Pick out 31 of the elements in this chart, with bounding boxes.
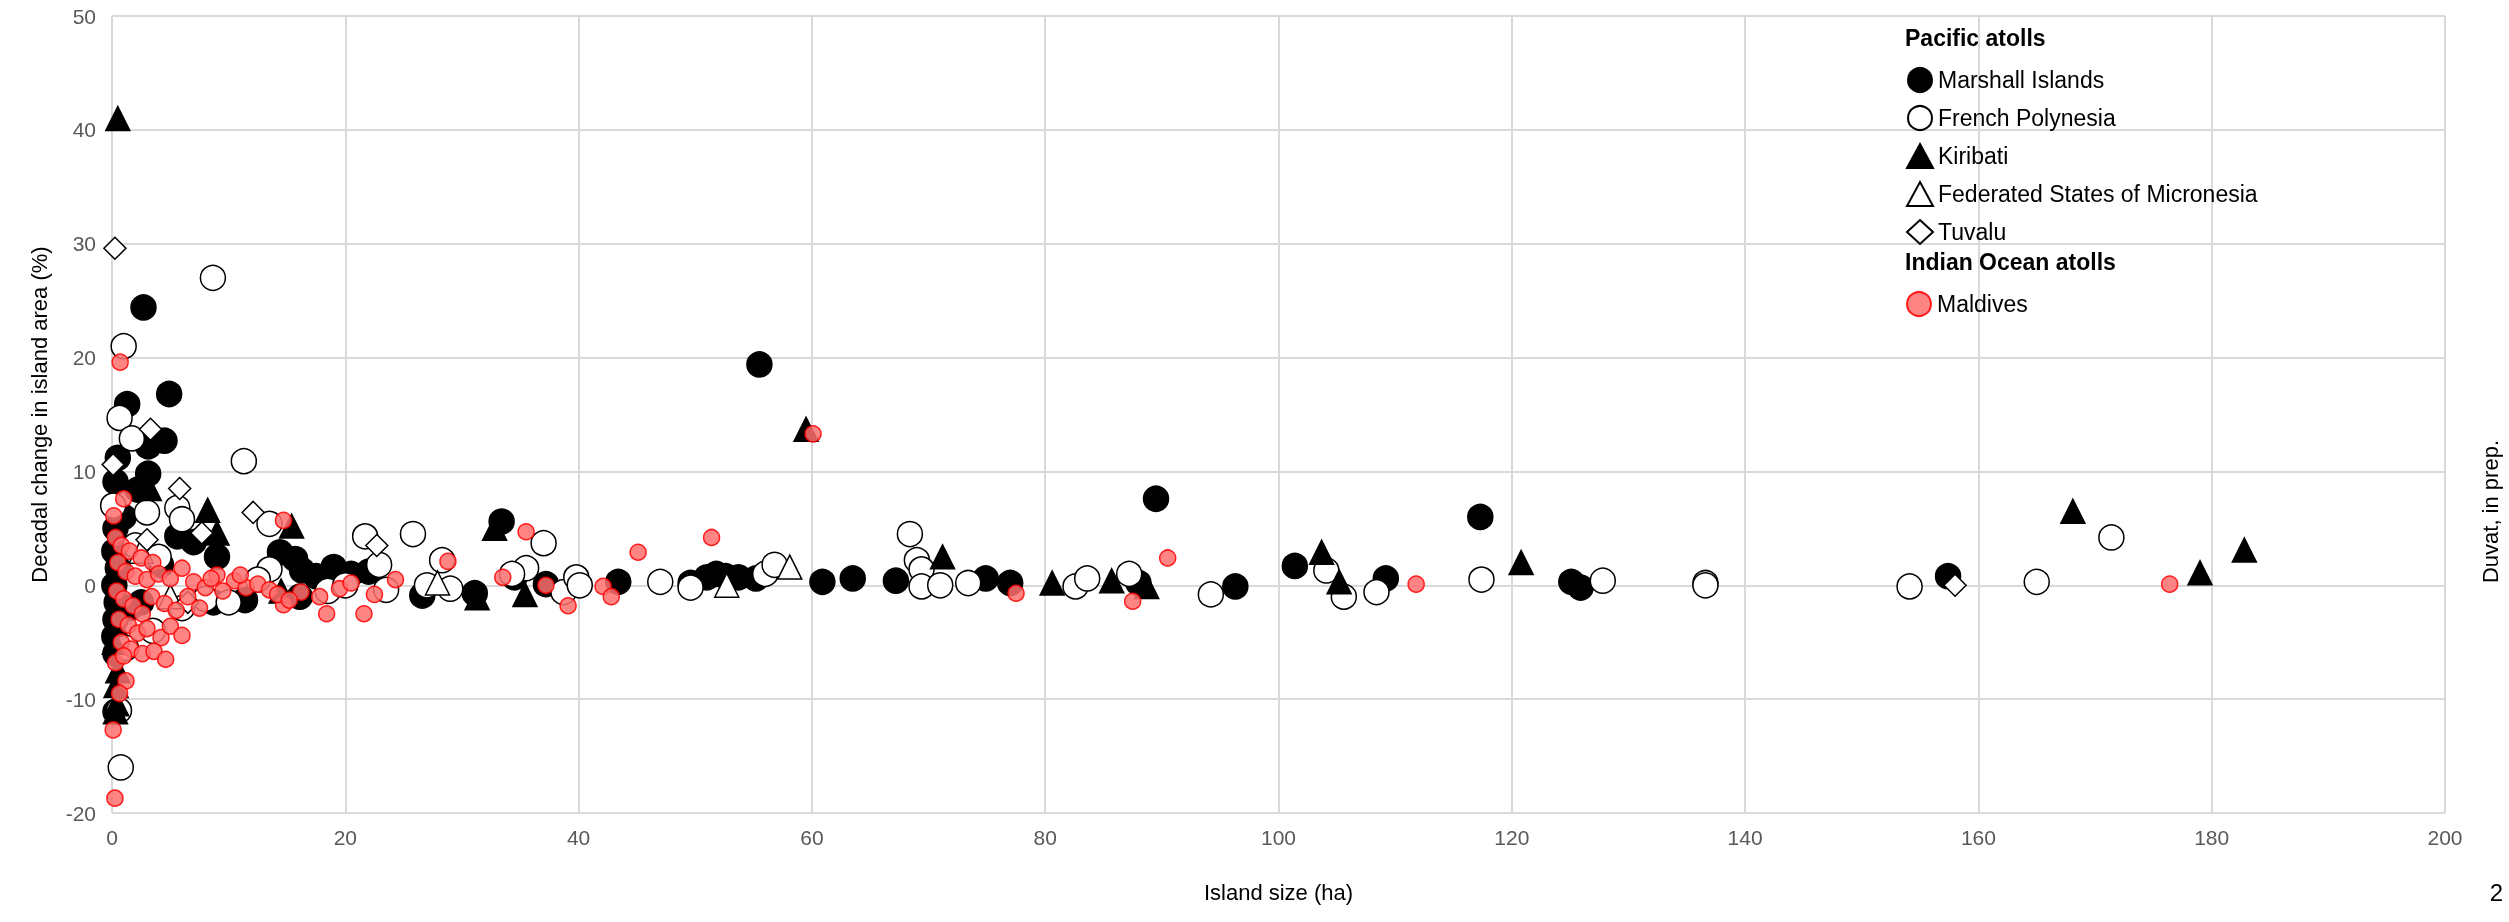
x-tick-label: 140: [1727, 826, 1763, 849]
x-tick-label: 120: [1494, 826, 1530, 849]
x-tick-label: 180: [2194, 826, 2230, 849]
y-tick-label: 10: [72, 459, 96, 483]
legend-label: Marshall Islands: [1938, 67, 2105, 93]
x-tick-label: 20: [333, 826, 357, 849]
y-tick-label: 0: [84, 573, 96, 597]
legend-label: Kiribati: [1938, 143, 2009, 169]
text: 2: [2489, 878, 2504, 906]
x-tick-label: 0: [106, 826, 118, 849]
x-tick-label: 100: [1260, 826, 1297, 849]
x-tick-label: 60: [800, 826, 824, 849]
legend-label: Tuvalu: [1938, 219, 2007, 245]
annotation: Indian Ocean atolls: [1905, 248, 2116, 275]
x-tick-label: 160: [1960, 826, 1996, 849]
legend-title: Pacific atolls: [1905, 24, 2046, 51]
x-axis-title: Island size (ha): [1203, 879, 1354, 905]
y-tick-label: -20: [65, 801, 96, 825]
y-tick-label: 30: [72, 232, 96, 256]
y-tick-label: 40: [72, 118, 96, 142]
text: Duvat, in prep.: [2477, 440, 2503, 584]
legend-label: Federated States of Micronesia: [1938, 181, 2258, 207]
legend-label: French Polynesia: [1938, 105, 2116, 131]
legend-label: Maldives: [1937, 291, 2028, 317]
x-tick-label: 200: [2427, 826, 2463, 849]
y-tick-label: 20: [72, 346, 96, 370]
x-tick-label: 80: [1033, 826, 1057, 849]
y-axis-title: Decadal change in island area (%): [26, 246, 52, 583]
y-tick-label: 50: [72, 4, 96, 28]
y-tick-label: -10: [65, 687, 96, 711]
x-tick-label: 40: [566, 826, 591, 849]
